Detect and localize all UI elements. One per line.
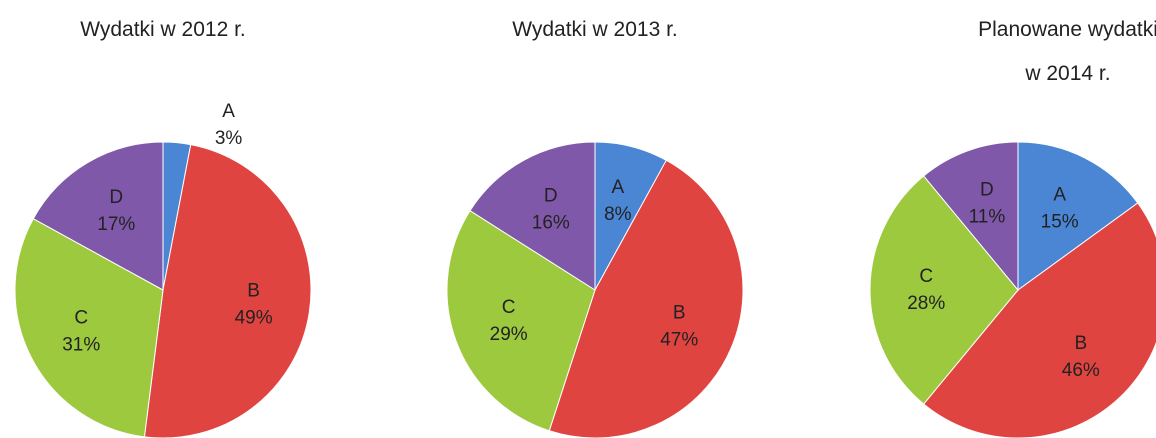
slice-value-label: 49% [235,307,273,328]
chart-title: Wydatki w 2012 r. [80,18,246,41]
slice-category-label: B [673,302,686,323]
slice-value-label: 28% [907,293,945,314]
pie-slice [922,141,1019,292]
slice-value-label: 11% [969,207,1006,228]
pie-slice [1017,141,1139,291]
pie-slice [548,159,744,438]
pie-slice [869,175,1019,405]
slice-value-label: 31% [62,335,100,356]
chart-title: Planowane wydatki w 2014 r. [978,18,1156,85]
pie-slice [469,141,596,291]
slice-category-label: C [74,308,88,329]
slice-value-label: 46% [1062,360,1100,381]
pie-slice [143,144,312,438]
slice-category-label: A [1053,184,1066,205]
chart-title: Wydatki w 2013 r. [512,18,678,41]
slice-value-label: 8% [604,204,632,225]
slice-value-label: 17% [97,214,135,235]
slice-category-label: C [919,266,933,287]
slice-category-label: B [1074,333,1087,354]
pie-slice [32,141,164,291]
slice-category-label: D [980,180,994,201]
pie-slice [14,218,164,438]
slice-value-label: 29% [490,324,528,345]
slice-category-label: A [611,177,624,198]
slice-value-label: 3% [215,128,243,149]
slice-category-label: C [502,297,516,318]
pie-slice [446,210,596,432]
slice-value-label: 16% [532,213,570,234]
slice-value-label: 47% [660,329,698,350]
pie-slice [922,202,1156,438]
slice-category-label: A [222,101,235,122]
slice-category-label: D [109,187,123,208]
slice-category-label: D [544,186,558,207]
slice-value-label: 15% [1041,211,1079,232]
slice-category-label: B [247,280,260,301]
